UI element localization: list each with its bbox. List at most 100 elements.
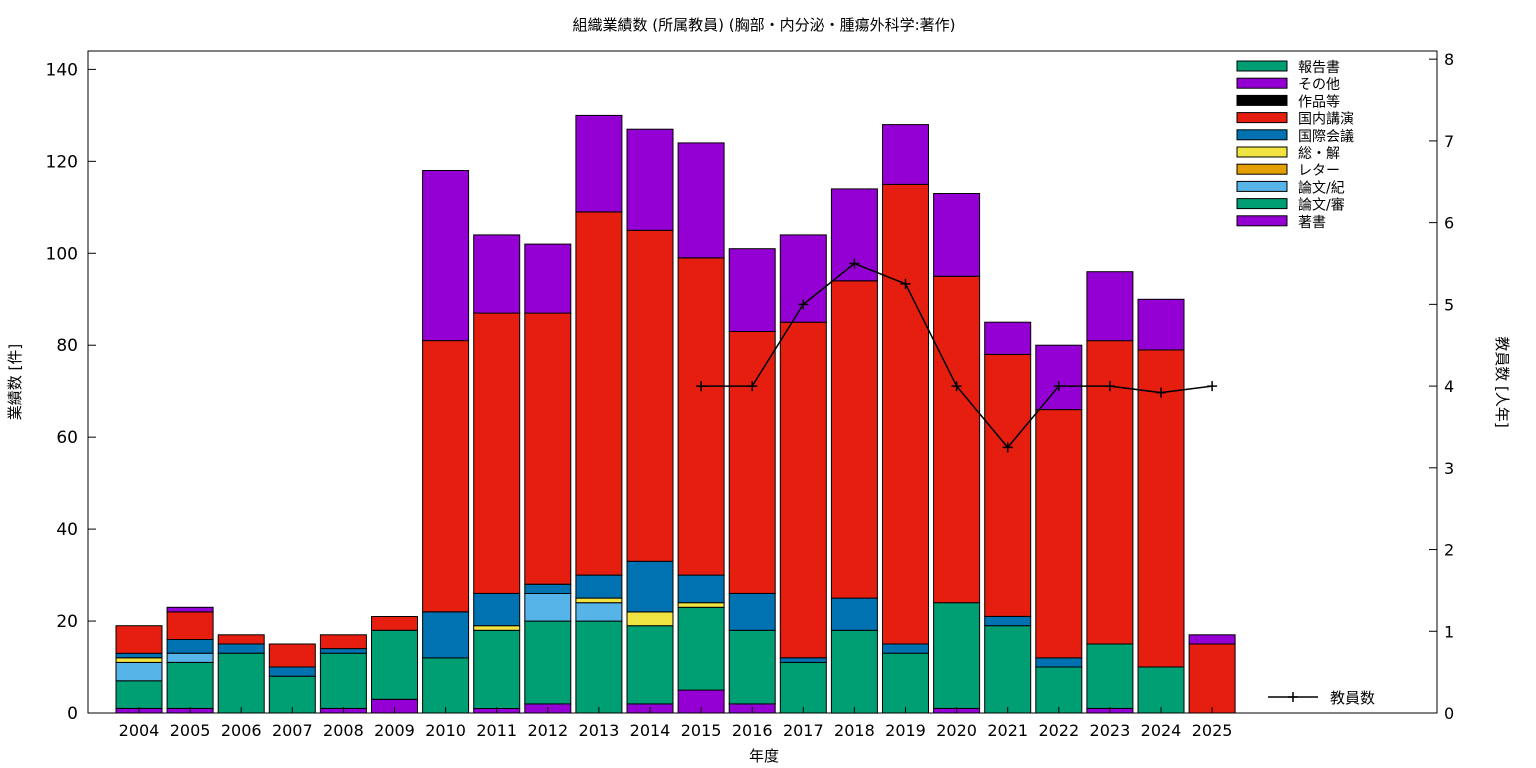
x-tick-label: 2011	[476, 721, 517, 740]
bar-segment	[1035, 409, 1083, 659]
bar-segment	[575, 114, 623, 213]
x-tick-label: 2025	[1192, 721, 1233, 740]
bar-segment	[728, 248, 776, 332]
y2-tick-label: 8	[1444, 50, 1454, 69]
bar-segment	[626, 611, 674, 627]
x-tick-label: 2023	[1090, 721, 1131, 740]
bar-segment	[728, 629, 776, 705]
bar-segment	[524, 620, 572, 705]
bar-segment	[882, 652, 929, 714]
bar-segment	[728, 593, 776, 631]
y2-tick-label: 1	[1444, 622, 1454, 641]
x-tick-label: 2010	[425, 721, 466, 740]
y2-tick-label: 6	[1444, 214, 1454, 233]
bar-segment	[115, 652, 163, 659]
x-tick-label: 2016	[732, 721, 773, 740]
line-point	[696, 381, 707, 392]
bar-segment	[422, 170, 470, 342]
line-point	[798, 299, 809, 310]
bar-segment	[933, 602, 981, 709]
bar-segment	[422, 657, 470, 714]
legend-swatch	[1236, 77, 1288, 89]
line-point	[1156, 387, 1166, 398]
bar-segment	[779, 661, 827, 714]
legend-label: 総・解	[1298, 146, 1340, 162]
x-tick-label: 2013	[579, 721, 620, 740]
legend-label: 報告書	[1298, 60, 1340, 76]
line-layer	[696, 258, 1218, 453]
bar-segment	[166, 611, 214, 641]
bar-segment	[268, 666, 316, 677]
y-tick-label: 0	[67, 704, 78, 724]
x-tick-label: 2005	[170, 721, 211, 740]
bar-segment	[779, 657, 827, 663]
x-tick-label: 2008	[323, 721, 364, 740]
bar-segment	[575, 211, 623, 576]
bar-segment	[882, 183, 929, 645]
bar-segment	[728, 330, 776, 594]
bar-segment	[319, 648, 367, 654]
x-axis-label: 年度	[749, 747, 779, 765]
line-point	[849, 258, 860, 269]
y2-tick-label: 3	[1444, 459, 1454, 478]
x-tick-label: 2017	[783, 721, 824, 740]
x-tick-label: 2004	[119, 721, 160, 740]
line-point	[1053, 381, 1064, 392]
y-tick-label: 140	[46, 60, 78, 80]
bar-segment	[115, 625, 163, 654]
x-tick-label: 2020	[936, 721, 977, 740]
bar-segment	[677, 142, 725, 259]
line-point	[900, 278, 911, 289]
legend-label: 国内講演	[1298, 112, 1354, 128]
legend-swatch	[1236, 94, 1288, 106]
bar-segment	[524, 583, 572, 594]
bar-segment	[1035, 344, 1083, 411]
y2-tick-label: 5	[1444, 295, 1454, 314]
bar-segment	[1086, 340, 1134, 645]
legend-label: 作品等	[1298, 93, 1340, 110]
y-tick-label: 20	[56, 612, 78, 632]
axes-layer: 0 20 40 60 80 100 120 140 0 1 2 3 4 5 6 7 8 2004 2005 2006 2…	[46, 50, 1455, 740]
bar-segment	[933, 275, 981, 604]
bar-segment	[217, 643, 265, 654]
bar-segment	[626, 229, 674, 562]
y2-axis-label: 教員数 [人年]	[1493, 336, 1511, 427]
y2-tick-label: 0	[1444, 704, 1454, 723]
bar-segment	[830, 597, 878, 631]
bar-segment	[779, 321, 827, 659]
bar-segment	[268, 675, 316, 714]
legend-line-marker	[1288, 692, 1298, 702]
bar-segment	[575, 620, 623, 714]
y-tick-label: 40	[56, 520, 78, 540]
bar-segment	[422, 611, 470, 659]
bar-segment	[626, 560, 674, 613]
line-point	[951, 381, 962, 392]
bar-segment	[115, 657, 163, 663]
y-tick-label: 60	[56, 428, 78, 448]
legend-swatch	[1236, 60, 1288, 72]
bar-segment	[575, 602, 623, 622]
bar-segment	[319, 652, 367, 709]
x-tick-label: 2018	[834, 721, 875, 740]
line-point	[747, 381, 758, 392]
x-tick-label: 2021	[987, 721, 1028, 740]
legend-swatch	[1236, 215, 1288, 227]
line-point	[1104, 381, 1115, 392]
line-point	[1002, 442, 1013, 453]
bar-segment	[677, 257, 725, 576]
bars-layer	[115, 114, 1236, 714]
legend-swatch	[1236, 180, 1288, 192]
legend-label: 論文/審	[1298, 198, 1345, 214]
bar-segment	[473, 312, 521, 594]
y-tick-label: 120	[46, 152, 78, 172]
bar-segment	[575, 597, 623, 604]
x-tick-label: 2015	[681, 721, 722, 740]
line-point	[1207, 381, 1218, 392]
bar-segment	[217, 634, 265, 645]
x-tick-label: 2007	[272, 721, 313, 740]
bar-segment	[473, 625, 521, 631]
bar-segment	[524, 312, 572, 585]
